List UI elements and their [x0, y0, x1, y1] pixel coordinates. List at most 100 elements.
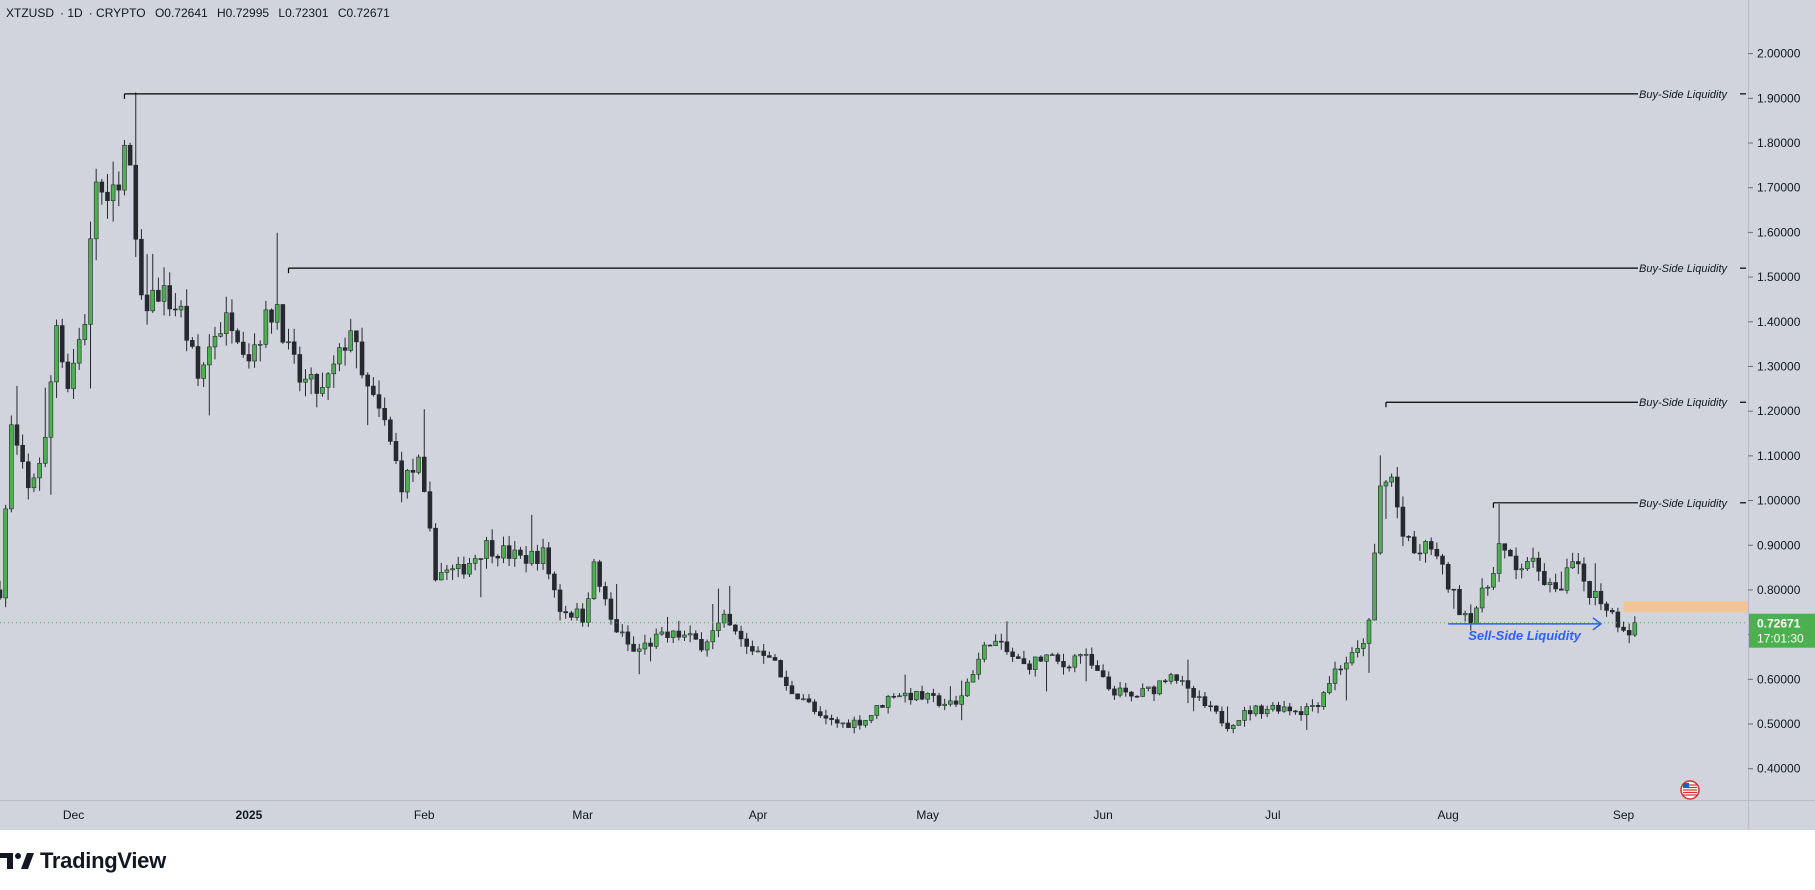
candle[interactable] [959, 695, 964, 705]
candle[interactable] [1078, 654, 1083, 657]
candle[interactable] [427, 491, 433, 529]
candle[interactable] [823, 715, 829, 719]
candle[interactable] [1180, 680, 1185, 682]
candle[interactable] [167, 285, 172, 310]
candle[interactable] [942, 703, 947, 706]
candle[interactable] [1327, 683, 1332, 693]
candle[interactable] [591, 561, 597, 599]
candle[interactable] [1553, 582, 1558, 590]
candle[interactable] [1428, 541, 1434, 550]
candle[interactable] [314, 374, 320, 394]
candle[interactable] [286, 341, 291, 344]
candle[interactable] [1361, 643, 1366, 649]
candle[interactable] [450, 568, 455, 571]
candle[interactable] [682, 634, 687, 638]
candle[interactable] [574, 608, 580, 618]
candle[interactable] [82, 324, 88, 340]
candle[interactable] [1632, 622, 1638, 636]
candle[interactable] [767, 655, 772, 658]
last-price-badge[interactable] [1749, 613, 1815, 648]
candle[interactable] [1032, 656, 1038, 670]
candle[interactable] [1406, 536, 1411, 538]
candle[interactable] [704, 641, 710, 651]
candle[interactable] [1378, 485, 1383, 554]
candle[interactable] [1151, 686, 1157, 695]
candle[interactable] [1213, 705, 1219, 712]
candle[interactable] [99, 181, 105, 193]
candle[interactable] [291, 341, 297, 355]
candle[interactable] [303, 378, 308, 383]
candle[interactable] [1592, 590, 1598, 599]
candle[interactable] [1146, 686, 1151, 689]
candle[interactable] [676, 630, 682, 638]
candle[interactable] [874, 705, 880, 716]
candle[interactable] [699, 639, 704, 651]
candle[interactable] [987, 644, 993, 647]
candle[interactable] [1349, 652, 1355, 664]
candle[interactable] [421, 456, 427, 492]
candle[interactable] [948, 700, 953, 705]
candle[interactable] [1355, 648, 1360, 653]
candle[interactable] [484, 540, 489, 559]
candle[interactable] [919, 691, 925, 700]
candle[interactable] [1298, 711, 1304, 716]
candle[interactable] [59, 325, 65, 363]
candles[interactable] [0, 92, 1638, 734]
candle[interactable] [3, 508, 8, 599]
candle[interactable] [546, 547, 552, 575]
candle[interactable] [1253, 705, 1259, 715]
candle[interactable] [393, 441, 399, 462]
candle[interactable] [512, 549, 518, 559]
candle[interactable] [14, 424, 20, 446]
candle[interactable] [1400, 506, 1406, 537]
candle[interactable] [1100, 670, 1106, 678]
candle[interactable] [207, 346, 212, 366]
candle[interactable] [857, 719, 863, 726]
candle[interactable] [1564, 567, 1570, 591]
candle[interactable] [65, 361, 71, 389]
candle[interactable] [1242, 710, 1247, 721]
candle[interactable] [1230, 724, 1236, 729]
candle[interactable] [1423, 541, 1428, 554]
candle[interactable] [1015, 656, 1021, 659]
candle[interactable] [478, 558, 484, 560]
candle[interactable] [608, 598, 614, 620]
candle[interactable] [1287, 706, 1293, 712]
candle[interactable] [563, 611, 568, 614]
candle[interactable] [733, 624, 738, 632]
candle[interactable] [1315, 705, 1321, 707]
candle[interactable] [388, 419, 393, 442]
candle[interactable] [1061, 661, 1066, 668]
candle[interactable] [71, 362, 76, 389]
candle[interactable] [817, 711, 823, 716]
candle[interactable] [653, 633, 659, 647]
candle[interactable] [178, 305, 184, 311]
candle[interactable] [1462, 613, 1468, 616]
candle[interactable] [953, 700, 959, 705]
candle[interactable] [586, 598, 591, 623]
candle[interactable] [603, 586, 608, 600]
candle[interactable] [1219, 710, 1225, 724]
candle[interactable] [1417, 552, 1423, 555]
candle[interactable] [1559, 588, 1564, 591]
us-flag-icon[interactable] [1680, 780, 1700, 800]
candle[interactable] [1089, 653, 1095, 666]
candle[interactable] [212, 335, 218, 348]
candle[interactable] [914, 691, 919, 701]
candle[interactable] [931, 693, 936, 696]
candle[interactable] [48, 381, 54, 438]
candle[interactable] [552, 573, 557, 591]
candle[interactable] [1615, 611, 1621, 628]
candle[interactable] [331, 363, 337, 375]
candle[interactable] [597, 561, 602, 587]
candle[interactable] [308, 374, 314, 380]
candle[interactable] [789, 685, 795, 695]
candle[interactable] [846, 722, 851, 728]
candle[interactable] [755, 650, 761, 653]
candle[interactable] [569, 612, 574, 618]
candle[interactable] [26, 461, 31, 489]
candle[interactable] [1474, 607, 1479, 625]
candle[interactable] [116, 184, 122, 191]
candle[interactable] [1508, 549, 1513, 557]
candle[interactable] [648, 642, 653, 647]
